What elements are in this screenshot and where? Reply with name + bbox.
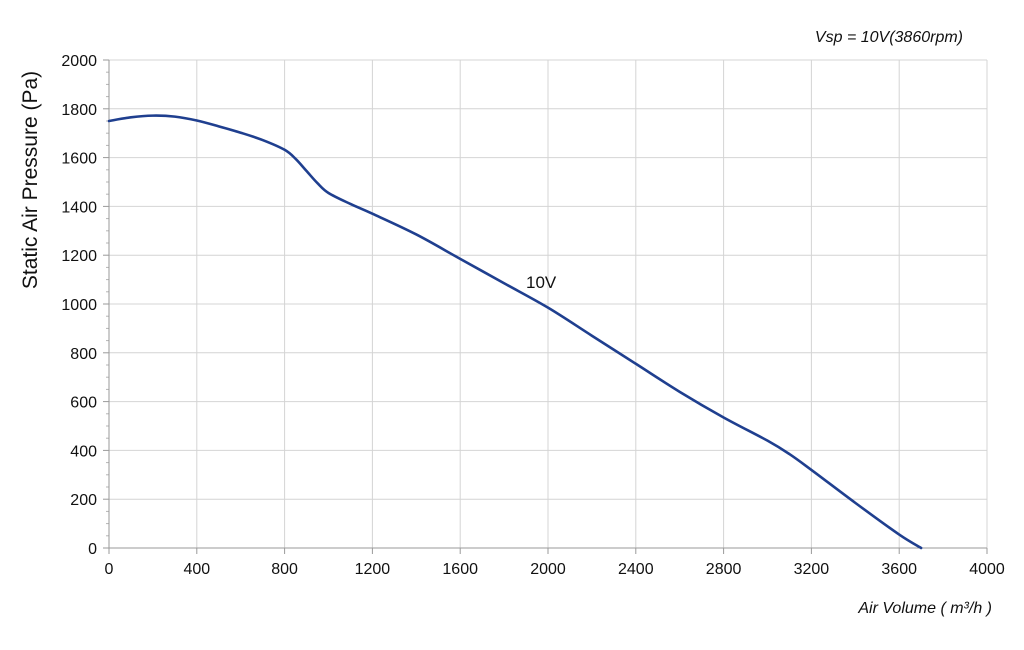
series-line-10v xyxy=(107,114,923,550)
x-tick-label: 4000 xyxy=(969,561,1005,578)
x-tick-label: 800 xyxy=(271,561,298,578)
x-tick-label: 3600 xyxy=(881,561,917,578)
x-tick-label: 0 xyxy=(105,561,114,578)
y-tick-label: 1000 xyxy=(61,297,97,314)
x-tick-label: 2400 xyxy=(618,561,654,578)
x-tick-label: 1200 xyxy=(355,561,391,578)
x-tick-label: 2800 xyxy=(706,561,742,578)
y-axis-label: Static Air Pressure (Pa) xyxy=(19,71,42,289)
series-layer xyxy=(107,114,923,550)
y-tick-label: 800 xyxy=(70,346,97,363)
x-tick-label: 3200 xyxy=(794,561,830,578)
y-tick-label: 0 xyxy=(88,541,97,558)
y-tick-label: 600 xyxy=(70,395,97,412)
y-tick-label: 1400 xyxy=(61,199,97,216)
y-tick-label: 2000 xyxy=(61,53,97,70)
axis-layer: 0 400 800 1200 1600 2000 2400 2800 3200 3600 4000 0… xyxy=(61,53,1004,578)
y-tick-label: 1200 xyxy=(61,248,97,265)
x-axis-label: Air Volume ( m³/h ) xyxy=(857,600,992,617)
text-layer: Vsp = 10V(3860rpm) Air Volume ( m³/h ) S… xyxy=(19,29,992,617)
x-tick-label: 1600 xyxy=(442,561,478,578)
x-tick-label: 2000 xyxy=(530,561,566,578)
y-tick-label: 1600 xyxy=(61,151,97,168)
speed-annotation: Vsp = 10V(3860rpm) xyxy=(815,29,963,46)
y-tick-label: 400 xyxy=(70,443,97,460)
y-tick-label: 200 xyxy=(70,492,97,509)
x-tick-label: 400 xyxy=(183,561,210,578)
series-label-10v: 10V xyxy=(526,273,557,292)
y-tick-label: 1800 xyxy=(61,102,97,119)
